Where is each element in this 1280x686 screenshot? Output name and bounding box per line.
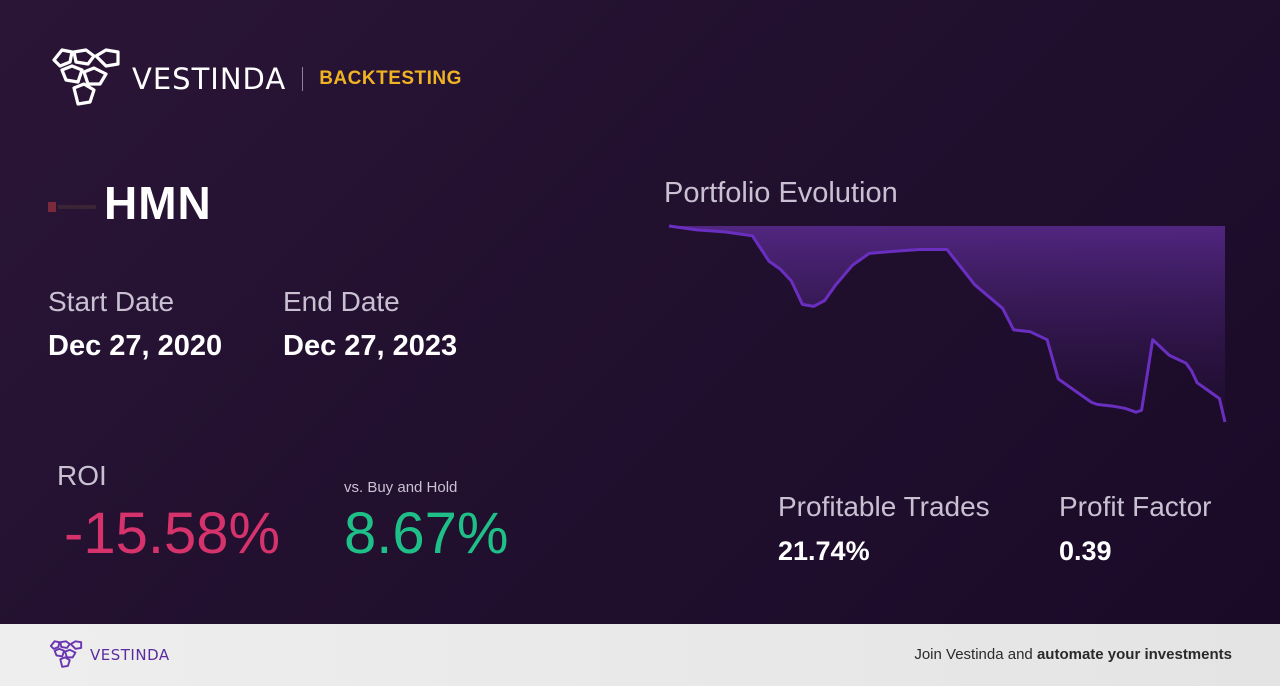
brand-name: VESTINDA bbox=[132, 62, 287, 96]
footer-bar: VESTINDA Join Vestinda and automate your… bbox=[0, 624, 1280, 686]
chart-title: Portfolio Evolution bbox=[664, 177, 898, 209]
backtest-card: VESTINDA BACKTESTING HMN Start Date Dec … bbox=[0, 0, 1280, 624]
footer-brand-name: VESTINDA bbox=[90, 646, 170, 664]
vestinda-logo-icon bbox=[52, 48, 120, 106]
buy-hold-value: 8.67% bbox=[344, 501, 509, 566]
buy-hold-label: vs. Buy and Hold bbox=[344, 479, 458, 496]
start-date-value: Dec 27, 2020 bbox=[48, 330, 223, 362]
profit-factor-label: Profit Factor bbox=[1059, 491, 1212, 522]
end-date-value: Dec 27, 2023 bbox=[283, 330, 458, 362]
vestinda-logo-icon bbox=[49, 640, 83, 668]
brand-header: VESTINDA BACKTESTING bbox=[48, 46, 462, 112]
roi-value: -15.58% bbox=[64, 501, 281, 566]
profitable-trades-label: Profitable Trades bbox=[778, 491, 990, 522]
chart-series-line bbox=[668, 224, 1227, 423]
start-date-label: Start Date bbox=[48, 286, 175, 317]
chart-area bbox=[669, 226, 1225, 422]
brand-divider bbox=[302, 67, 304, 91]
footer-cta-bold: automate your investments bbox=[1036, 646, 1232, 663]
profit-factor-value: 0.39 bbox=[1059, 536, 1112, 566]
company-logo-icon bbox=[48, 202, 96, 212]
profitable-trades-value: 21.74% bbox=[778, 536, 870, 566]
ticker-symbol: HMN bbox=[104, 177, 212, 229]
brand-tag: BACKTESTING bbox=[319, 68, 462, 89]
footer-cta-text: Join Vestinda and bbox=[914, 646, 1037, 663]
end-date-label: End Date bbox=[283, 286, 400, 317]
portfolio-chart bbox=[668, 224, 1227, 423]
footer-cta[interactable]: Join Vestinda and automate your investme… bbox=[914, 646, 1232, 663]
roi-label: ROI bbox=[57, 460, 107, 491]
footer-brand[interactable]: VESTINDA bbox=[48, 639, 170, 671]
